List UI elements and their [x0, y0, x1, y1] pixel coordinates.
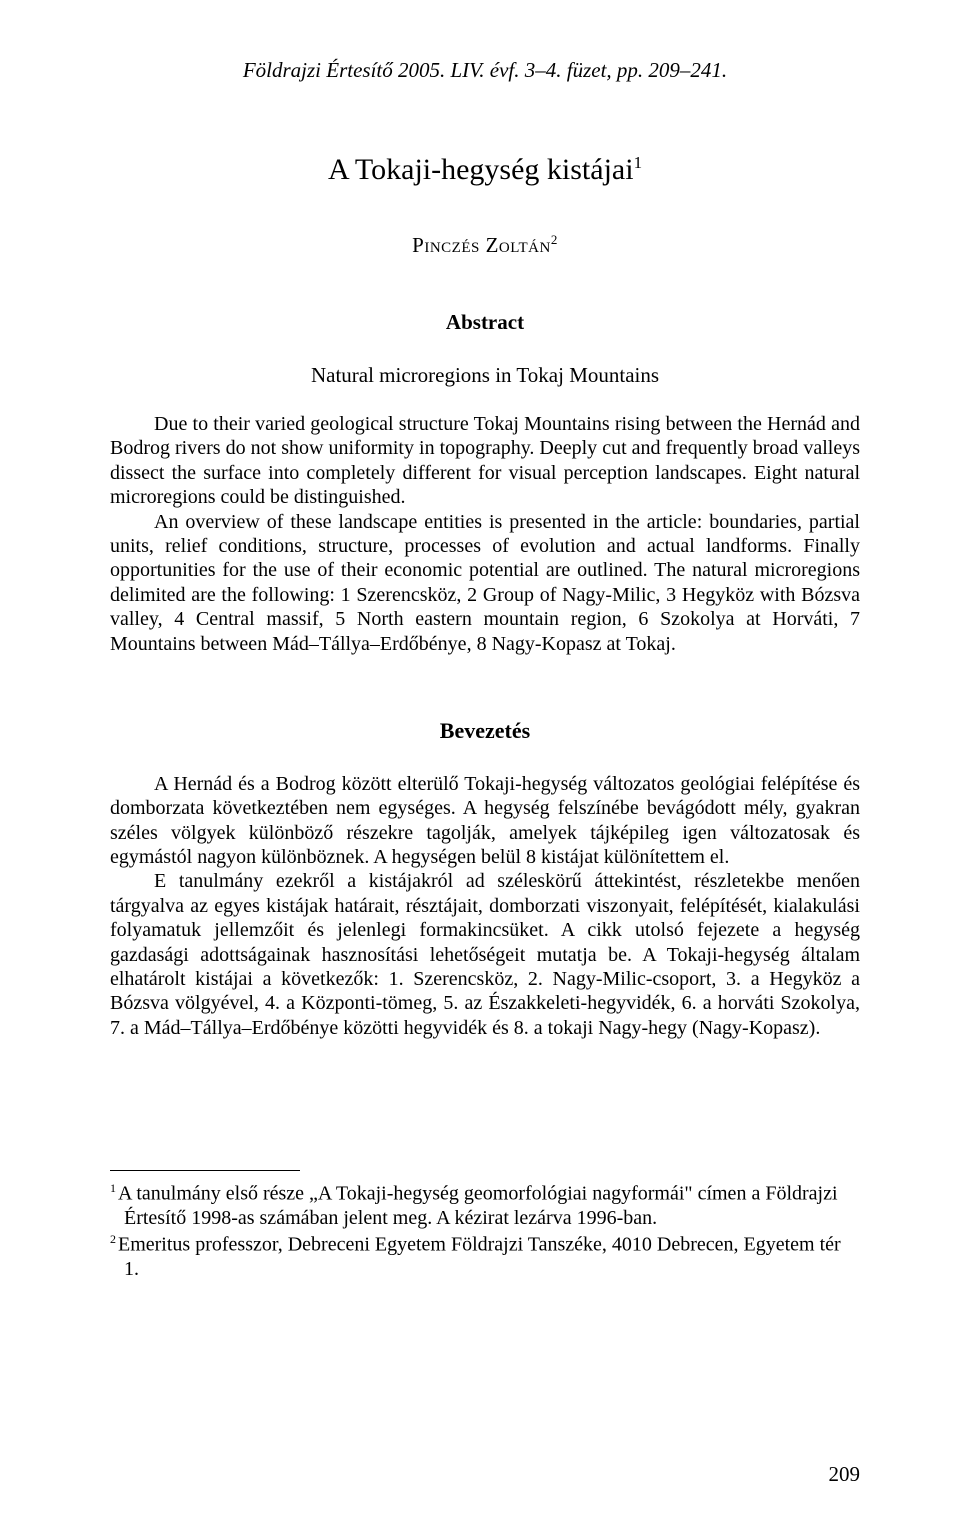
footnote: 1A tanulmány első része „A Tokaji-hegysé… — [110, 1181, 860, 1230]
section-paragraph: E tanulmány ezekről a kistájakról ad szé… — [110, 869, 860, 1040]
page: Földrajzi Értesítő 2005. LIV. évf. 3–4. … — [0, 0, 960, 1523]
author-line: Pinczés Zoltán2 — [110, 232, 860, 258]
footnote-ref: 2 — [110, 1232, 116, 1246]
title-text: A Tokaji-hegység kistájai — [328, 153, 634, 186]
page-number: 209 — [829, 1462, 861, 1487]
title-footnote-ref: 1 — [634, 153, 643, 172]
section-heading: Bevezetés — [110, 718, 860, 744]
section-body: A Hernád és a Bodrog között elterülő Tok… — [110, 772, 860, 1040]
footnote-rule — [110, 1170, 300, 1171]
abstract-body: Due to their varied geological structure… — [110, 412, 860, 656]
abstract-paragraph: Due to their varied geological structure… — [110, 412, 860, 510]
article-title: A Tokaji-hegység kistájai1 — [110, 153, 860, 187]
abstract-heading: Abstract — [110, 310, 860, 335]
footnote-text: A tanulmány első része „A Tokaji-hegység… — [118, 1183, 838, 1229]
abstract-subtitle: Natural microregions in Tokaj Mountains — [110, 363, 860, 388]
footnotes: 1A tanulmány első része „A Tokaji-hegysé… — [110, 1181, 860, 1281]
footnote: 2Emeritus professzor, Debreceni Egyetem … — [110, 1232, 860, 1281]
footnote-ref: 1 — [110, 1181, 116, 1195]
footnote-text: Emeritus professzor, Debreceni Egyetem F… — [118, 1233, 841, 1279]
running-head: Földrajzi Értesítő 2005. LIV. évf. 3–4. … — [110, 58, 860, 83]
author-name: Pinczés Zoltán — [412, 233, 551, 257]
section-paragraph: A Hernád és a Bodrog között elterülő Tok… — [110, 772, 860, 870]
abstract-paragraph: An overview of these landscape entities … — [110, 510, 860, 656]
author-footnote-ref: 2 — [551, 232, 558, 247]
